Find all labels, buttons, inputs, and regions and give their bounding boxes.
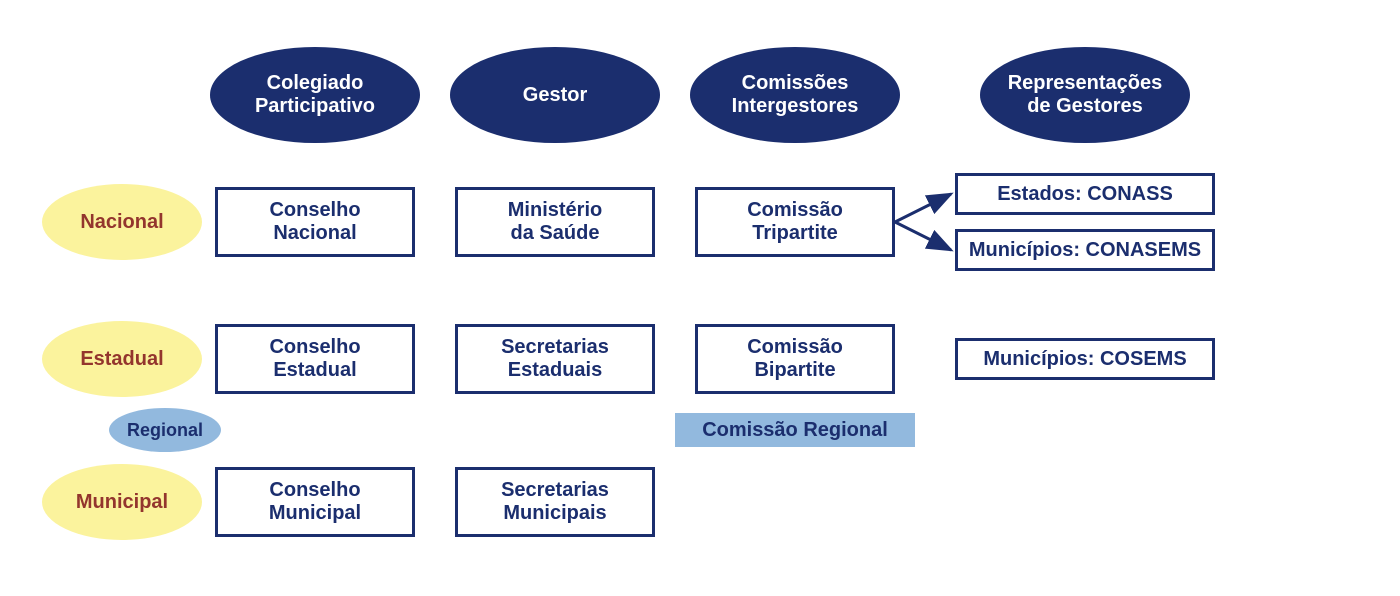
- row-label-l1: Nacional: [42, 184, 202, 260]
- cell-r1c3: ComissãoTripartite: [695, 187, 895, 257]
- cell-r1c2: Ministérioda Saúde: [455, 187, 655, 257]
- regional-box: Comissão Regional: [675, 413, 915, 447]
- row-label-l3: Municipal: [42, 464, 202, 540]
- arrow-tripartite-to-conasems: [883, 210, 963, 262]
- diagram-stage: ColegiadoParticipativo Gestor ComissõesInt…: [0, 0, 1400, 596]
- header-ellipse-h2: Gestor: [450, 47, 660, 143]
- header-ellipse-h3: ComissõesIntergestores: [690, 47, 900, 143]
- header-ellipse-h1: ColegiadoParticipativo: [210, 47, 420, 143]
- cell-r2c3: ComissãoBipartite: [695, 324, 895, 394]
- rep-box-est: Municípios: COSEMS: [955, 338, 1215, 380]
- rep-box-nat2: Municípios: CONASEMS: [955, 229, 1215, 271]
- cell-r2c1: ConselhoEstadual: [215, 324, 415, 394]
- cell-r3c2: SecretariasMunicipais: [455, 467, 655, 537]
- cell-r1c1: ConselhoNacional: [215, 187, 415, 257]
- row-label-l2: Estadual: [42, 321, 202, 397]
- rep-box-nat1: Estados: CONASS: [955, 173, 1215, 215]
- row-label-regional: Regional: [109, 408, 221, 452]
- cell-r2c2: SecretariasEstaduais: [455, 324, 655, 394]
- cell-r3c1: ConselhoMunicipal: [215, 467, 415, 537]
- header-ellipse-h4: Representaçõesde Gestores: [980, 47, 1190, 143]
- arrow-tripartite-to-conass: [883, 182, 963, 234]
